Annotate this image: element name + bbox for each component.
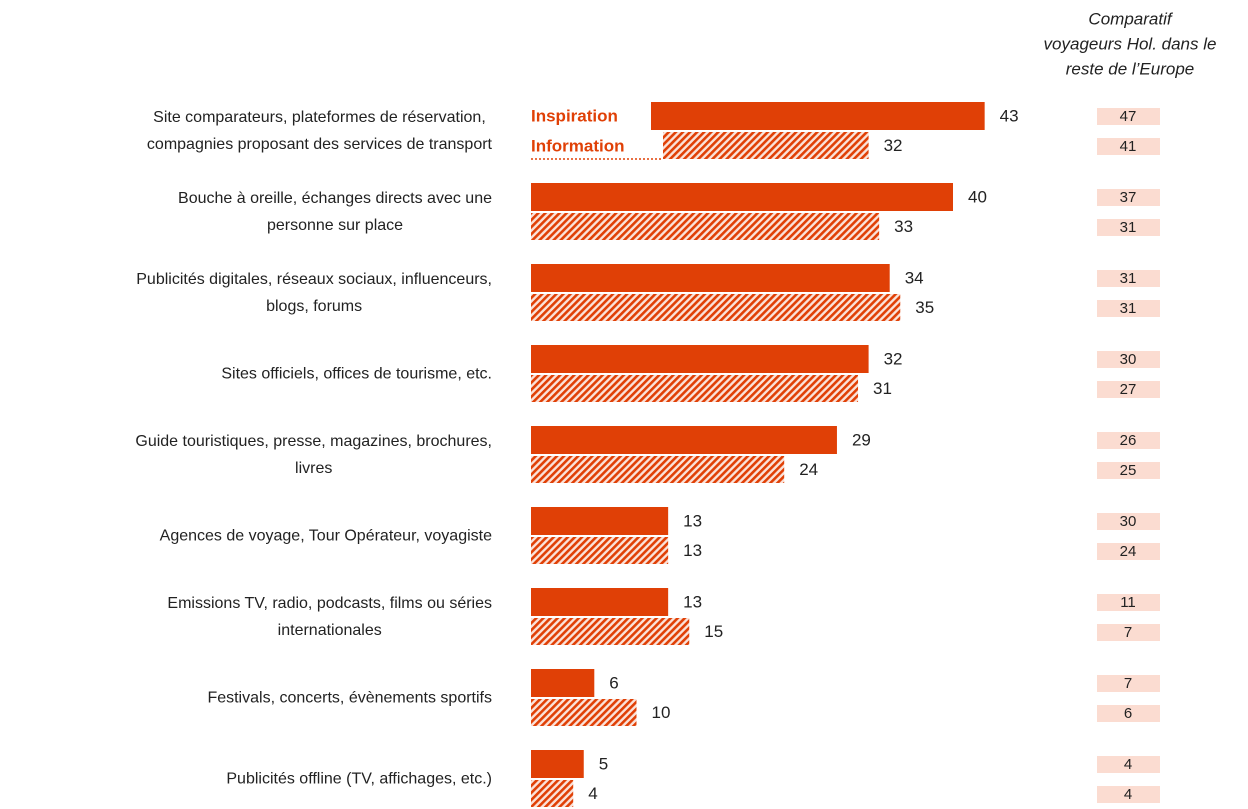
- comparison-box: [1097, 108, 1160, 125]
- comparison-box: [1097, 675, 1160, 692]
- category-label: Publicités digitales, réseaux sociaux, i…: [136, 271, 492, 315]
- comparison-title: voyageurs Hol. dans le: [1044, 34, 1217, 53]
- comparison-value: 41: [1120, 138, 1137, 155]
- legend-backdrop: [531, 101, 651, 131]
- bar: [531, 588, 669, 616]
- comparison-box: [1097, 705, 1160, 722]
- legend-backdrop: [531, 131, 663, 161]
- comparison-value: 30: [1120, 351, 1137, 368]
- bar: [531, 426, 837, 454]
- bar: [531, 264, 890, 292]
- value-label: 31: [873, 379, 892, 398]
- value-label: 32: [884, 136, 903, 155]
- legend-label: Inspiration: [531, 106, 618, 125]
- bar: [531, 213, 880, 240]
- category-label: Festivals, concerts, évènements sportifs: [207, 689, 492, 707]
- value-label: 5: [599, 754, 608, 773]
- comparison-box: [1097, 756, 1160, 773]
- value-label: 15: [704, 622, 723, 641]
- comparison-value: 31: [1120, 219, 1137, 236]
- category-label: Bouche à oreille, échanges directs avec …: [178, 190, 492, 234]
- value-label: 35: [915, 298, 934, 317]
- value-label: 32: [884, 349, 903, 368]
- comparison-value: 30: [1120, 513, 1137, 530]
- comparison-value: 11: [1120, 594, 1136, 611]
- category-label: Publicités offline (TV, affichages, etc.…: [226, 770, 492, 788]
- comparison-box: [1097, 462, 1160, 479]
- comparison-box: [1097, 138, 1160, 155]
- bar: [531, 345, 869, 373]
- category-label: Agences de voyage, Tour Opérateur, voyag…: [159, 527, 492, 545]
- comparison-box: [1097, 594, 1160, 611]
- value-label: 13: [683, 511, 702, 530]
- comparison-value: 7: [1124, 624, 1132, 641]
- bar: [531, 669, 595, 697]
- bar: [531, 375, 859, 402]
- comparison-value: 27: [1120, 381, 1137, 398]
- value-label: 6: [609, 673, 618, 692]
- comparison-value: 4: [1124, 756, 1132, 773]
- legend-label: Information: [531, 136, 625, 155]
- comparison-value: 26: [1120, 432, 1137, 449]
- bar: [531, 618, 690, 645]
- value-label: 24: [799, 460, 818, 479]
- bar: [531, 183, 953, 211]
- value-label: 4: [588, 784, 597, 803]
- comparison-box: [1097, 351, 1160, 368]
- comparison-box: [1097, 513, 1160, 530]
- value-label: 34: [905, 268, 924, 287]
- comparison-box: [1097, 300, 1160, 317]
- bar: [531, 294, 901, 321]
- category-label: Sites officiels, offices de tourisme, et…: [221, 365, 492, 383]
- value-label: 10: [652, 703, 671, 722]
- bar: [531, 537, 669, 564]
- comparison-box: [1097, 624, 1160, 641]
- comparison-value: 7: [1124, 675, 1132, 692]
- comparison-value: 31: [1120, 270, 1137, 287]
- bar: [531, 780, 574, 807]
- comparison-value: 4: [1124, 786, 1132, 803]
- comparison-value: 25: [1120, 462, 1137, 479]
- comparison-title: Comparatif: [1088, 9, 1173, 28]
- value-label: 40: [968, 187, 987, 206]
- value-label: 43: [1000, 106, 1019, 125]
- bar: [531, 699, 637, 726]
- value-label: 13: [683, 541, 702, 560]
- comparison-box: [1097, 786, 1160, 803]
- category-label: Guide touristiques, presse, magazines, b…: [135, 433, 492, 477]
- comparison-box: [1097, 219, 1160, 236]
- bar: [531, 750, 584, 778]
- comparison-title: reste de l’Europe: [1066, 59, 1195, 78]
- comparison-value: 37: [1120, 189, 1137, 206]
- comparison-box: [1097, 270, 1160, 287]
- category-label: Emissions TV, radio, podcasts, films ou …: [167, 595, 492, 639]
- comparison-value: 47: [1120, 108, 1137, 125]
- comparison-box: [1097, 381, 1160, 398]
- comparison-value: 6: [1124, 705, 1132, 722]
- value-label: 13: [683, 592, 702, 611]
- bar: [531, 507, 669, 535]
- comparison-box: [1097, 189, 1160, 206]
- bar: [531, 456, 785, 483]
- value-label: 29: [852, 430, 871, 449]
- comparison-value: 24: [1120, 543, 1137, 560]
- comparison-value: 31: [1120, 300, 1137, 317]
- comparison-box: [1097, 432, 1160, 449]
- value-label: 33: [894, 217, 913, 236]
- comparison-box: [1097, 543, 1160, 560]
- category-label: Site comparateurs, plateformes de réserv…: [146, 109, 492, 153]
